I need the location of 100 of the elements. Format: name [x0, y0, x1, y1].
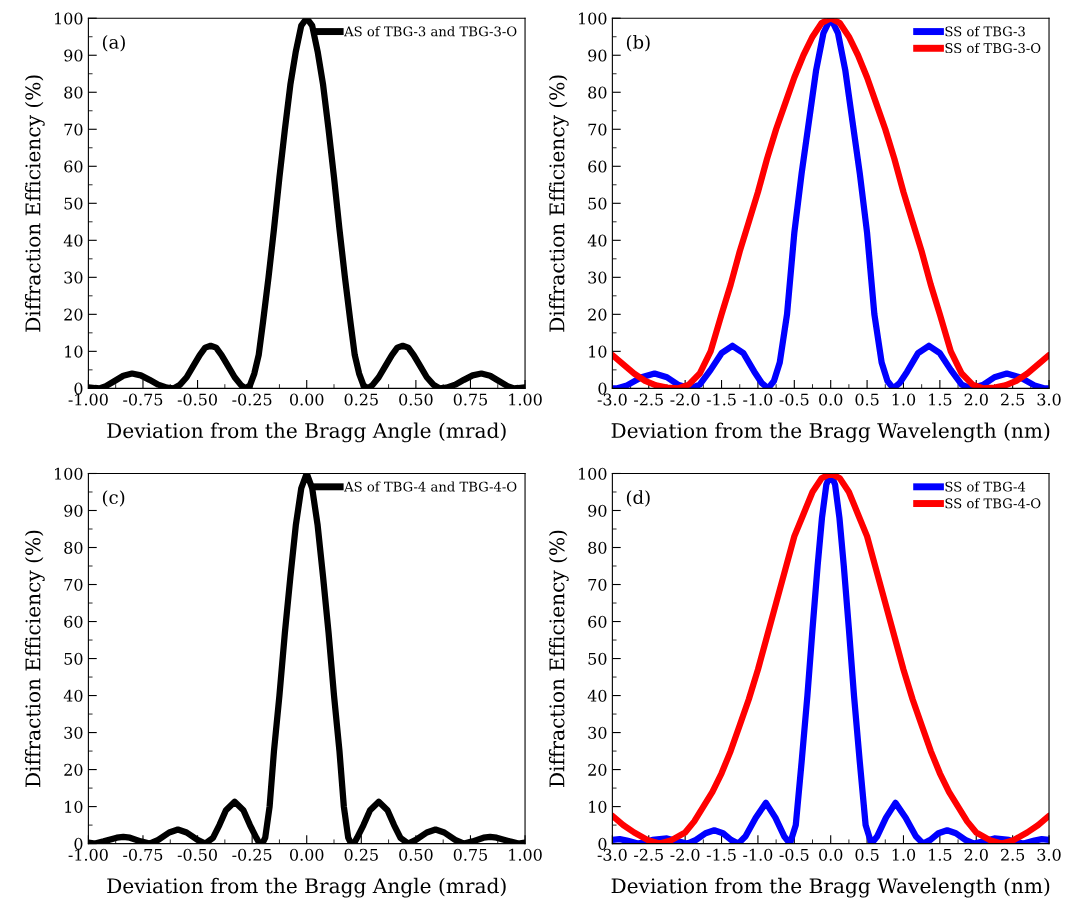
y-tick-label: 0: [74, 382, 83, 395]
legend-label: SS of TBG-3: [945, 26, 1025, 37]
y-tick-label: 100: [55, 12, 83, 25]
x-tick-label: 2.0: [964, 393, 988, 406]
y-axis-title: Diffraction Efficiency (%): [24, 530, 45, 787]
x-tick-label: 0.0: [819, 393, 843, 406]
y-tick-label: 70: [64, 123, 83, 136]
y-tick-label: 30: [588, 726, 607, 739]
x-tick-label: -1.00: [68, 848, 108, 861]
x-tick-label: 0.00: [289, 393, 324, 406]
y-tick-label: 0: [74, 837, 83, 850]
x-tick-label: -1.5: [706, 393, 736, 406]
x-tick-label: 0.25: [344, 393, 378, 406]
x-tick-label: 1.0: [892, 848, 916, 861]
y-tick-label: 40: [587, 689, 607, 702]
y-tick-label: 10: [589, 345, 607, 358]
y-tick-label: 80: [588, 86, 607, 99]
y-tick-label: 100: [578, 12, 607, 25]
y-tick-label: 0: [598, 382, 607, 395]
y-tick-label: 80: [64, 86, 83, 99]
x-axis-title: Deviation from the Bragg Wavelength (nm): [611, 877, 1050, 898]
y-tick-label: 60: [64, 615, 83, 628]
x-tick-label: 1.5: [929, 848, 952, 861]
y-tick-label: 90: [588, 504, 607, 517]
y-tick-label: 10: [589, 800, 607, 813]
y-tick-label: 30: [64, 271, 83, 284]
x-tick-label: 0.50: [399, 393, 433, 406]
x-tick-label: -2.0: [670, 848, 700, 861]
legend-label: SS of TBG-3-O: [945, 42, 1041, 54]
y-tick-label: 20: [64, 308, 83, 321]
y-tick-label: 60: [588, 615, 607, 628]
y-tick-label: 80: [64, 541, 83, 554]
x-tick-label: 2.0: [964, 848, 988, 861]
x-tick-label: 1.00: [509, 393, 542, 406]
x-tick-label: -0.25: [232, 848, 272, 861]
y-tick-label: 50: [64, 197, 83, 210]
x-tick-label: -1.0: [743, 848, 773, 861]
x-tick-label: -3.0: [597, 393, 627, 406]
x-tick-label: 1.00: [509, 848, 542, 861]
y-tick-label: 100: [55, 467, 83, 480]
y-tick-label: 60: [588, 160, 607, 173]
legend-label: SS of TBG-4-O: [945, 498, 1041, 509]
x-tick-label: 0.75: [453, 393, 488, 406]
x-tick-label: 0.75: [453, 848, 488, 861]
y-axis-title: Diffraction Efficiency (%): [24, 75, 45, 332]
x-tick-label: -0.75: [123, 393, 163, 406]
y-tick-label: 40: [63, 689, 83, 702]
y-tick-label: 50: [64, 652, 83, 665]
x-tick-label: 2.5: [1001, 848, 1025, 861]
y-tick-label: 10: [65, 800, 83, 813]
x-tick-label: -1.00: [68, 393, 108, 406]
x-tick-label: -0.5: [779, 393, 809, 406]
y-tick-label: 70: [64, 578, 83, 591]
y-tick-label: 90: [64, 49, 83, 62]
y-axis-title: Diffraction Efficiency (%): [548, 530, 569, 787]
annotation: (b): [626, 34, 650, 52]
y-tick-label: 0: [598, 837, 607, 850]
x-tick-label: 0.50: [399, 848, 433, 861]
y-tick-label: 90: [588, 49, 607, 62]
y-tick-label: 20: [588, 308, 607, 321]
y-tick-label: 100: [578, 467, 607, 480]
y-tick-label: 20: [64, 763, 83, 776]
annotation: (c): [102, 490, 125, 507]
x-tick-label: -2.0: [670, 393, 700, 406]
legend-label: SS of TBG-4: [945, 481, 1026, 492]
x-tick-label: -3.0: [597, 848, 627, 861]
x-tick-label: 0.00: [289, 848, 324, 861]
x-tick-label: 1.0: [892, 393, 916, 406]
y-tick-label: 20: [588, 763, 607, 776]
legend-label: AS of TBG-3 and TBG-3-O: [344, 26, 517, 37]
y-tick-label: 40: [587, 234, 607, 247]
x-tick-label: -0.75: [123, 848, 163, 861]
x-tick-label: 1.5: [929, 393, 952, 406]
y-axis-title: Diffraction Efficiency (%): [548, 75, 569, 332]
y-tick-label: 50: [588, 652, 607, 665]
x-tick-label: 0.5: [855, 848, 879, 861]
annotation: (a): [102, 34, 125, 52]
x-tick-label: -1.5: [706, 848, 736, 861]
x-tick-label: -1.0: [743, 393, 773, 406]
y-tick-label: 70: [588, 123, 607, 136]
y-tick-label: 30: [588, 271, 607, 284]
y-tick-label: 40: [63, 234, 83, 247]
y-tick-label: 70: [588, 578, 607, 591]
y-tick-label: 60: [64, 160, 83, 173]
x-tick-label: -2.5: [634, 848, 663, 861]
annotation: (d): [626, 490, 650, 507]
y-tick-label: 90: [64, 504, 83, 517]
x-tick-label: 3.0: [1037, 393, 1061, 406]
x-tick-label: 0.25: [344, 848, 378, 861]
x-tick-label: -2.5: [634, 393, 663, 406]
x-tick-label: -0.50: [177, 848, 217, 861]
legend-label: AS of TBG-4 and TBG-4-O: [344, 481, 517, 492]
x-tick-label: 0.0: [819, 848, 843, 861]
y-tick-label: 10: [65, 345, 83, 358]
y-tick-label: 80: [588, 541, 607, 554]
x-tick-label: 2.5: [1001, 393, 1025, 406]
x-tick-label: -0.25: [232, 393, 272, 406]
x-axis-title: Deviation from the Bragg Angle (mrad): [107, 877, 506, 898]
x-tick-label: -0.5: [779, 848, 809, 861]
x-tick-label: 0.5: [855, 393, 879, 406]
